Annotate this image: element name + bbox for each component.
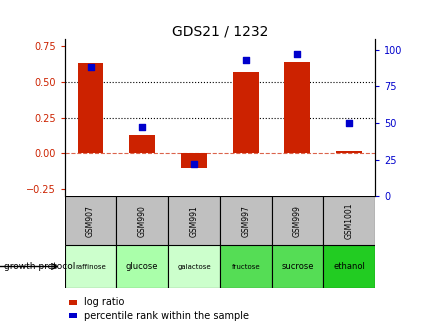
- Bar: [116, 196, 168, 245]
- Text: GSM1001: GSM1001: [344, 202, 353, 239]
- Text: fructose: fructose: [231, 264, 259, 269]
- Bar: [77, 63, 103, 153]
- Bar: [181, 153, 206, 168]
- Bar: [284, 62, 310, 153]
- Bar: [271, 245, 322, 288]
- Text: GSM990: GSM990: [138, 205, 146, 237]
- Text: GSM999: GSM999: [292, 205, 301, 237]
- Bar: [64, 196, 116, 245]
- Text: growth protocol: growth protocol: [4, 262, 76, 271]
- Bar: [64, 245, 116, 288]
- Point: [345, 120, 352, 126]
- Point: [87, 64, 94, 70]
- Bar: [168, 196, 219, 245]
- Bar: [168, 245, 219, 288]
- Point: [242, 57, 249, 62]
- Bar: [219, 196, 271, 245]
- Bar: [322, 245, 374, 288]
- Text: percentile rank within the sample: percentile rank within the sample: [84, 311, 249, 320]
- Bar: [232, 72, 258, 153]
- Bar: [335, 150, 361, 153]
- Text: galactose: galactose: [177, 264, 210, 269]
- Text: GSM907: GSM907: [86, 205, 95, 237]
- Text: GSM991: GSM991: [189, 205, 198, 237]
- Text: ethanol: ethanol: [332, 262, 364, 271]
- Point: [293, 51, 300, 57]
- Point: [190, 161, 197, 166]
- Point: [138, 125, 145, 130]
- Bar: [116, 245, 168, 288]
- Bar: [322, 196, 374, 245]
- Text: glucose: glucose: [126, 262, 158, 271]
- Text: raffinose: raffinose: [75, 264, 106, 269]
- Bar: [271, 196, 322, 245]
- Text: log ratio: log ratio: [84, 298, 124, 307]
- Text: sucrose: sucrose: [280, 262, 313, 271]
- Bar: [129, 135, 155, 153]
- Text: GSM997: GSM997: [241, 205, 249, 237]
- Bar: [219, 245, 271, 288]
- Title: GDS21 / 1232: GDS21 / 1232: [171, 24, 267, 38]
